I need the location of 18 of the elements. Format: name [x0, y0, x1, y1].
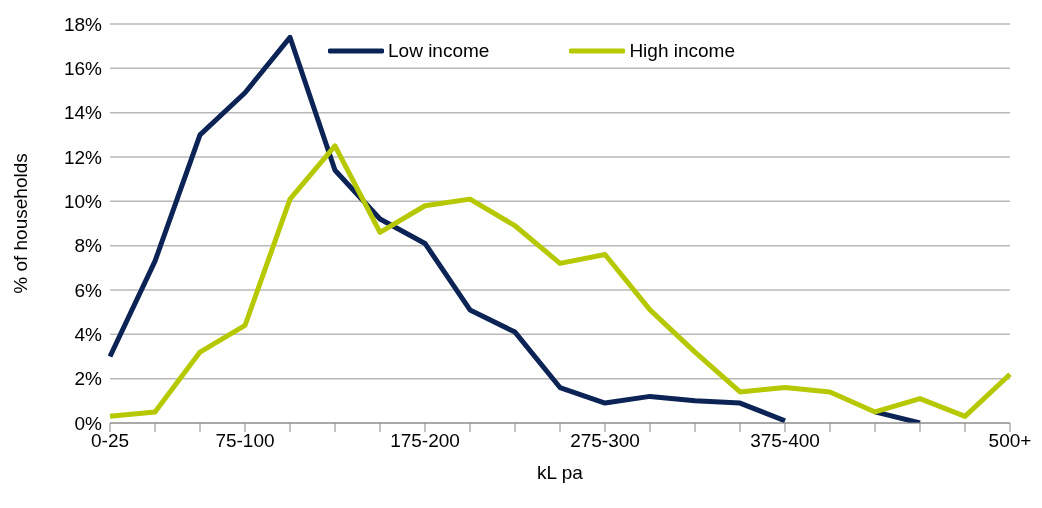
legend-label: Low income	[388, 40, 490, 62]
y-tick-label: 18%	[63, 13, 103, 35]
y-tick-label: 6%	[74, 279, 103, 301]
y-tick-label: 2%	[74, 368, 103, 390]
x-tick-label: 175-200	[390, 430, 460, 452]
y-tick-label: 12%	[63, 146, 103, 168]
x-axis-title: kL pa	[537, 462, 584, 483]
y-tick-label: 8%	[74, 235, 103, 257]
x-tick-label: 275-300	[570, 430, 640, 452]
legend-label: High income	[629, 40, 735, 62]
y-tick-label: 4%	[74, 324, 103, 346]
y-tick-label: 10%	[63, 191, 103, 213]
x-tick-label: 375-400	[750, 430, 820, 452]
y-tick-label: 16%	[63, 58, 103, 80]
x-tick-label: 75-100	[215, 430, 275, 452]
y-axis-title: % of households	[9, 153, 31, 294]
y-tick-label: 14%	[63, 102, 103, 124]
x-tick-label: 500+	[988, 430, 1032, 452]
